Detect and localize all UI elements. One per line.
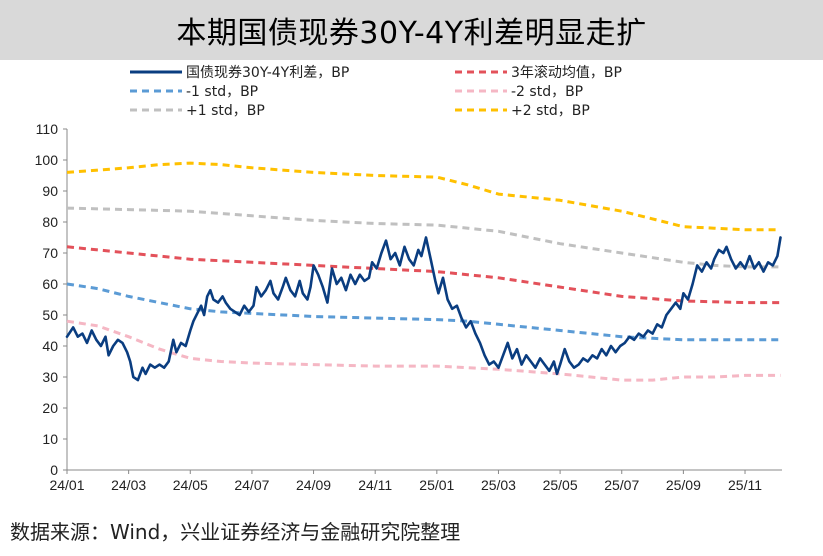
y-tick-label: 100: [35, 152, 59, 168]
y-tick-label: 10: [42, 431, 58, 447]
x-tick-label: 25/07: [604, 477, 639, 493]
x-tick-label: 24/07: [234, 477, 269, 493]
y-tick-label: 80: [42, 214, 58, 230]
y-tick-label: 90: [42, 183, 58, 199]
x-tick-label: 24/11: [358, 477, 392, 493]
chart-title: 本期国债现券30Y-4Y利差明显走扩: [176, 16, 647, 51]
source-note: 数据来源：Wind，兴业证券经济与金融研究院整理: [10, 520, 461, 544]
series-line-2: [66, 282, 781, 342]
x-tick-label: 24/03: [111, 477, 146, 493]
y-tick-label: 60: [42, 276, 58, 292]
x-tick-label: 25/01: [419, 477, 454, 493]
legend-label-2: -1 std，BP: [186, 84, 258, 100]
legend-label-3: -2 std，BP: [511, 84, 583, 100]
x-tick-label: 24/01: [49, 477, 84, 493]
line-chart: 0 10 20 30 40 50 60 70 80 90 100 110 24/01 24/03 24/05…: [35, 64, 782, 493]
y-tick-label: 40: [42, 338, 58, 354]
y-tick-label: 70: [42, 245, 58, 261]
title-bar: 本期国债现券30Y-4Y利差明显走扩: [0, 0, 823, 60]
legend-label-1: 3年滚动均值，BP: [511, 64, 622, 81]
x-tick-label: 25/03: [481, 477, 516, 493]
x-tick-label: 25/11: [728, 477, 762, 493]
x-tick-label: 24/09: [296, 477, 331, 493]
legend-label-5: +2 std，BP: [511, 103, 590, 119]
x-tick-label: 25/09: [666, 477, 701, 493]
x-tick-label: 25/05: [543, 477, 578, 493]
legend-label-0: 国债现券30Y-4Y利差，BP: [186, 65, 349, 81]
series-line-1: [66, 245, 781, 305]
series-line-5: [66, 161, 781, 232]
y-tick-label: 20: [42, 400, 58, 416]
y-tick-label: 110: [36, 121, 59, 137]
x-tick-label: 24/05: [173, 477, 208, 493]
y-tick-label: 0: [50, 462, 58, 478]
y-tick-label: 30: [42, 369, 58, 385]
y-tick-label: 50: [42, 307, 58, 323]
series-line-0: [65, 236, 782, 382]
legend-label-4: +1 std，BP: [186, 103, 265, 119]
series-line-3: [66, 319, 781, 382]
series-line-4: [66, 206, 781, 269]
